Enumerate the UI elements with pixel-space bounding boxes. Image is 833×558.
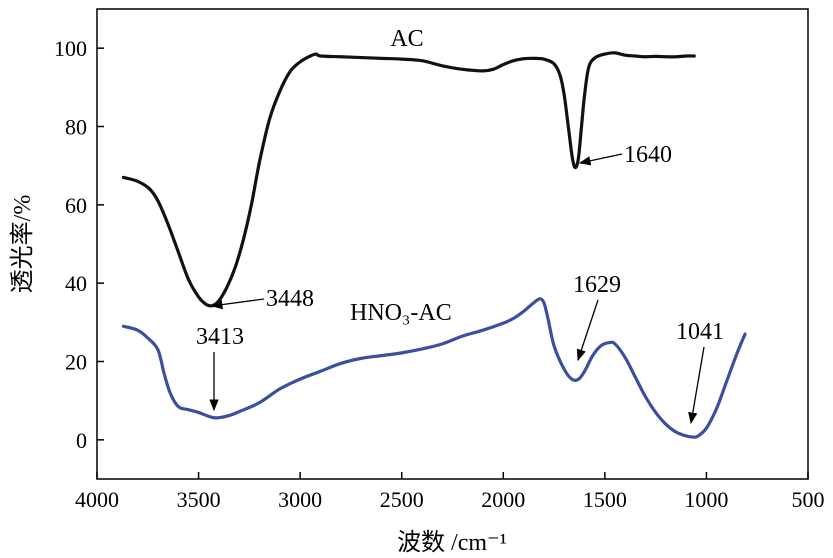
series-layer <box>121 51 747 439</box>
annotation-label-3413: 3413 <box>196 324 244 350</box>
annotation-3448: 3448 <box>210 286 314 312</box>
annotation-arrow-1041 <box>688 346 705 425</box>
series-line-hno3-ac <box>121 297 747 439</box>
series-label-ac: AC <box>390 26 423 52</box>
y-tick-label: 80 <box>65 115 87 140</box>
x-tick-label: 3000 <box>278 487 322 512</box>
x-tick-label: 2000 <box>481 487 525 512</box>
plot-frame <box>96 8 809 480</box>
y-tick-label: 20 <box>65 350 87 375</box>
annotation-arrow-1640 <box>578 153 623 166</box>
x-tick-label: 1000 <box>684 487 728 512</box>
y-axis-title: 透光率/% <box>9 195 36 294</box>
x-axis-title: 波数 /cm⁻¹ <box>397 529 507 556</box>
x-tick-label: 500 <box>792 487 825 512</box>
annotation-1629: 1629 <box>573 272 621 362</box>
axis-ticks: 4000 3500 3000 2500 2000 1500 1000 500 0 20 40 60 80… <box>54 36 825 512</box>
annotation-arrow-1629 <box>576 299 599 362</box>
x-tick-label: 2500 <box>380 487 424 512</box>
annotation-label-1640: 1640 <box>624 142 672 168</box>
annotation-label-3448: 3448 <box>266 286 314 312</box>
annotation-1041: 1041 <box>676 319 724 425</box>
annotation-label-1629: 1629 <box>573 272 621 298</box>
y-tick-label: 0 <box>76 428 87 453</box>
annotation-1640: 1640 <box>578 142 672 168</box>
y-tick-label: 40 <box>65 271 87 296</box>
annotation-3413: 3413 <box>196 324 244 412</box>
y-tick-label: 100 <box>54 36 87 61</box>
x-tick-label: 3500 <box>177 487 221 512</box>
series-line-ac <box>121 51 696 308</box>
x-tick-label: 1500 <box>583 487 627 512</box>
y-tick-label: 60 <box>65 193 87 218</box>
annotation-arrow-3448 <box>210 298 265 310</box>
annotation-label-1041: 1041 <box>676 319 724 345</box>
x-tick-label: 4000 <box>75 487 119 512</box>
series-label-hno3-ac: HNO₃-AC <box>350 300 452 326</box>
